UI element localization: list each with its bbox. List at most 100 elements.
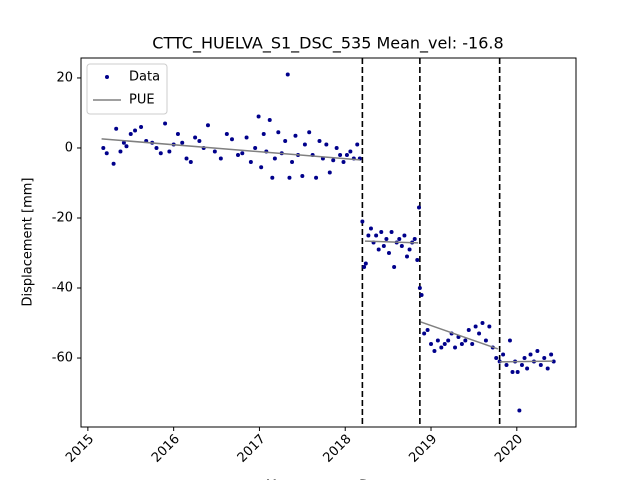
data-point	[379, 229, 384, 234]
data-point	[374, 233, 379, 238]
data-point	[525, 366, 530, 371]
data-point	[415, 258, 420, 263]
data-point	[307, 130, 312, 135]
y-axis-label: Displacement [mm]	[21, 178, 36, 307]
y-tick-label: -40	[52, 281, 73, 296]
data-point	[293, 133, 298, 138]
data-point	[446, 338, 451, 343]
x-tick-label: 2015	[63, 432, 97, 466]
data-point	[259, 165, 264, 170]
data-point	[392, 265, 397, 270]
data-point	[407, 247, 412, 252]
x-axis-label: Measurement Date	[266, 479, 390, 480]
data-point	[261, 131, 266, 136]
data-point	[417, 286, 422, 291]
data-point	[101, 145, 106, 150]
data-point	[270, 175, 275, 180]
data-point	[197, 138, 202, 143]
data-point	[285, 72, 290, 77]
data-point	[180, 140, 185, 145]
data-point	[397, 236, 402, 241]
data-point	[334, 145, 339, 150]
data-point	[545, 366, 550, 371]
data-point	[477, 331, 482, 336]
data-point	[402, 233, 407, 238]
data-point	[487, 324, 492, 329]
data-point	[248, 159, 253, 164]
data-point	[267, 117, 272, 122]
data-point	[483, 338, 488, 343]
data-point	[542, 356, 547, 361]
data-point	[419, 293, 424, 298]
data-point	[124, 144, 129, 149]
data-point	[290, 159, 295, 164]
data-point	[510, 370, 515, 375]
data-point	[344, 152, 349, 157]
data-point	[317, 138, 322, 143]
data-point	[154, 145, 159, 150]
data-point	[276, 130, 281, 135]
data-point	[507, 338, 512, 343]
data-point	[104, 151, 109, 156]
data-point	[429, 342, 434, 347]
data-point	[519, 363, 524, 368]
data-point	[435, 338, 440, 343]
pue-line	[101, 138, 553, 363]
data-point	[515, 370, 520, 375]
data-point	[355, 142, 360, 147]
y-tick-label: -20	[52, 210, 73, 225]
data-point	[218, 156, 223, 161]
x-tick-label: 2019	[406, 432, 440, 466]
data-point	[386, 251, 391, 256]
data-point	[348, 149, 353, 154]
plot-area	[101, 58, 556, 427]
y-tick-label: 20	[56, 70, 73, 85]
data-point	[422, 331, 427, 336]
data-point	[442, 342, 447, 347]
data-point	[139, 124, 144, 129]
data-point	[404, 254, 409, 259]
data-point	[425, 328, 430, 333]
data-point	[158, 151, 163, 156]
data-point	[287, 175, 292, 180]
legend-swatch	[105, 75, 109, 79]
data-point	[501, 352, 506, 357]
data-point	[549, 352, 554, 357]
x-tick-label: 2020	[492, 432, 526, 466]
data-point	[376, 247, 381, 252]
data-point	[381, 244, 386, 249]
data-point	[473, 324, 478, 329]
data-point	[338, 152, 343, 157]
axes-frame	[80, 57, 577, 428]
data-point	[163, 121, 168, 126]
data-point	[538, 363, 543, 368]
data-point	[283, 138, 288, 143]
data-point	[128, 131, 133, 136]
data-point	[399, 244, 404, 249]
legend-label: PUE	[129, 93, 155, 108]
x-tick-label: 2016	[149, 432, 183, 466]
data-point	[121, 140, 126, 145]
data-point	[470, 342, 475, 347]
chart-title: CTTC_HUELVA_S1_DSC_535 Mean_vel: -16.8	[152, 34, 503, 54]
data-point	[244, 135, 249, 140]
data-point	[528, 352, 533, 357]
data-point	[324, 142, 329, 147]
data-point	[193, 135, 198, 140]
data-point	[412, 236, 417, 241]
data-point	[272, 156, 277, 161]
data-point	[184, 156, 189, 161]
data-point	[175, 131, 180, 136]
data-point	[362, 265, 367, 270]
data-point	[494, 356, 499, 361]
data-point	[118, 149, 123, 154]
data-point	[188, 159, 193, 164]
data-point	[341, 159, 346, 164]
data-point	[453, 345, 458, 350]
x-tick-label: 2017	[235, 432, 269, 466]
data-point	[535, 349, 540, 354]
data-point	[504, 363, 509, 368]
data-point	[384, 236, 389, 241]
data-point	[368, 226, 373, 231]
